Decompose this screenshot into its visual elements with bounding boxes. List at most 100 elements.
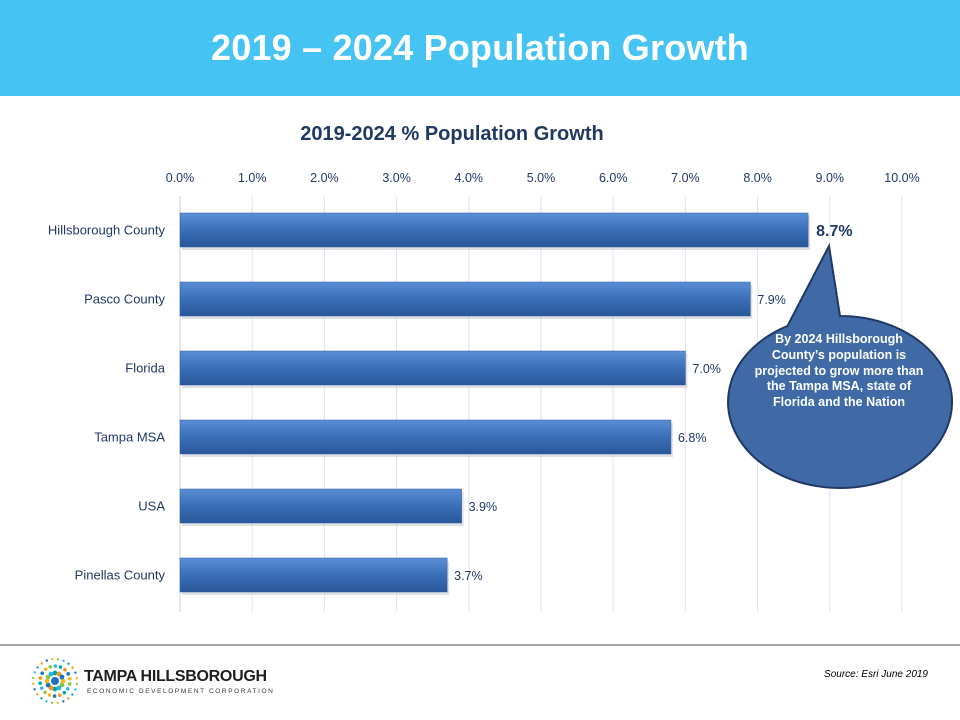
logo-dot [45,700,48,703]
logo-dot [53,664,58,668]
logo-dot [40,671,45,675]
logo-dot [62,690,67,695]
logo-dot [67,682,72,686]
header-banner: 2019 – 2024 Population Growth [0,0,960,96]
data-label: 7.9% [757,293,786,307]
callout-shape [727,242,954,489]
bar [179,488,462,524]
logo-dot [60,678,66,684]
logo-name: TAMPA HILLSBOROUGH [84,668,267,685]
logo-dot [33,688,36,691]
category-label: USA [138,499,165,514]
logo-dot [44,678,50,684]
callout-text: By 2024 Hillsborough County’s population… [754,332,924,410]
x-tick-label: 0.0% [166,171,195,185]
logo-dot [58,665,63,669]
logo-dot [36,666,39,669]
x-tick-label: 9.0% [816,171,845,185]
bar [179,350,686,386]
logo-dot [48,671,54,677]
logo-dot [52,686,58,692]
population-growth-chart: 2019-2024 % Population Growth 0.0% 1.0% 2.… [48,123,954,612]
logo-dot [48,685,54,691]
logo-dot [47,693,52,697]
logo-dot [71,693,74,696]
bars [179,212,811,595]
data-label: 8.7% [816,223,852,240]
x-tick-label: 8.0% [743,171,772,185]
logo-dot [50,701,54,704]
x-tick-label: 6.0% [599,171,628,185]
logo-center [51,677,59,685]
logo-dot [51,657,54,661]
category-label: Tampa MSA [94,430,165,445]
logo-dot [43,690,47,695]
bar [179,557,448,593]
logo-dot [38,681,42,686]
logo-dot [52,670,58,676]
category-labels: Hillsborough County Pasco County Florida Ta… [48,223,166,583]
logo-dot [45,659,48,662]
starburst-logo-icon [31,657,79,705]
data-label: 3.9% [469,500,498,514]
logo-dot [71,666,74,669]
logo-dot [56,671,62,677]
logo-dot [67,662,70,665]
x-axis-ticks: 0.0% 1.0% 2.0% 3.0% 4.0% 5.0% 6.0% 7.0% 8.0% 9.0%… [166,171,920,185]
footer-divider [0,644,960,646]
source-note: Source: Esri June 2019 [824,669,928,680]
x-tick-label: 10.0% [884,171,919,185]
logo-dot [62,659,65,662]
logo-dot [74,688,77,691]
x-tick-label: 7.0% [671,171,700,185]
x-tick-label: 5.0% [527,171,556,185]
logo-dot [62,700,65,703]
category-label: Hillsborough County [48,223,166,238]
bar [179,281,751,317]
logo-dot [63,667,67,672]
logo-dot [32,676,35,680]
chart-title: 2019-2024 % Population Growth [300,123,603,145]
logo-dot [75,682,78,686]
logo-dot [56,701,59,705]
logo-dot [57,693,62,698]
logo-dot [75,677,79,680]
category-label: Pasco County [84,292,165,307]
bar [179,419,672,455]
logo-dot [56,685,62,691]
x-tick-label: 2.0% [310,171,339,185]
logo-dot [31,682,35,685]
logo-dot [68,676,72,681]
x-tick-label: 1.0% [238,171,267,185]
category-label: Florida [125,361,166,376]
logo-dot [33,671,36,674]
data-label: 6.8% [678,431,707,445]
logo-dot [45,682,51,688]
logo-dot [40,686,44,690]
tampa-hillsborough-logo: TAMPA HILLSBOROUGH ECONOMIC DEVELOPMENT … [30,654,290,710]
logo-dot [56,658,60,661]
logo-dot [59,682,65,688]
logo-dot [40,662,43,665]
logo-dot [67,697,70,700]
logo-dot [43,667,48,672]
logo-dot [74,671,77,674]
logo-dot [45,674,51,680]
category-label: Pinellas County [75,568,166,583]
logo-dot [66,672,70,676]
data-label: 3.7% [454,569,483,583]
logo-dot [38,676,43,680]
logo-dot [36,693,39,696]
x-tick-label: 4.0% [455,171,484,185]
logo-dot [40,697,43,700]
data-label: 7.0% [692,362,721,376]
bar [179,212,809,248]
logo-subtitle: ECONOMIC DEVELOPMENT CORPORATION [87,688,275,695]
page-title: 2019 – 2024 Population Growth [211,27,749,68]
logo-dot [52,694,57,698]
logo-dot [65,687,70,691]
logo-dot [48,664,53,669]
data-labels: 8.7% 7.9% 7.0% 6.8% 3.9% 3.7% [454,223,852,583]
logo-dot [59,674,65,680]
callout-bubble [727,242,954,489]
